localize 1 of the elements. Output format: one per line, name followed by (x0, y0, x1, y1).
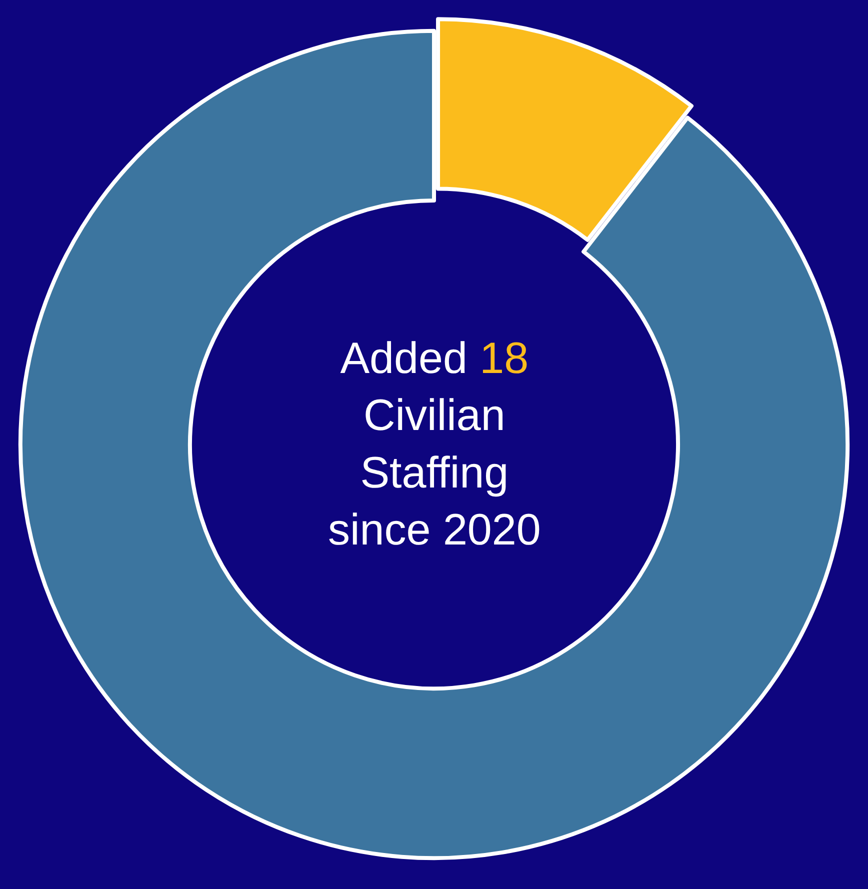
text: Added 18 Civilian Staffing since 2020 (328, 334, 541, 555)
